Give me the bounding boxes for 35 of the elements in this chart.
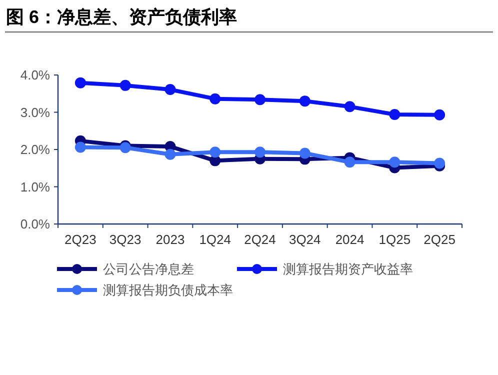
x-tick-label: 1Q24 [199, 232, 232, 247]
x-tick-label: 3Q23 [109, 232, 142, 247]
x-tick-label: 1Q25 [378, 232, 411, 247]
point [164, 84, 176, 96]
point [389, 156, 400, 168]
point [120, 80, 131, 91]
point [210, 93, 221, 104]
x-tick-label: 2Q23 [64, 232, 96, 247]
point [344, 156, 356, 168]
y-tick-label: 1.0% [20, 179, 50, 194]
point [299, 96, 310, 107]
legend-label: 公司公告净息差 [103, 262, 194, 277]
point [164, 148, 176, 160]
x-tick-label: 2Q25 [424, 232, 456, 247]
legend-label: 测算报告期资产收益率 [283, 262, 413, 277]
x-tick-label: 2Q24 [244, 232, 276, 247]
y-tick-label: 4.0% [20, 68, 50, 83]
point [434, 109, 446, 120]
x-tick-label: 2024 [335, 232, 364, 247]
point [254, 146, 266, 158]
point [210, 146, 221, 158]
y-tick-label: 2.0% [20, 142, 50, 158]
point [389, 108, 400, 120]
x-tick-label: 3Q24 [288, 232, 321, 247]
point [344, 101, 356, 112]
x-tick-label: 2023 [156, 232, 185, 247]
point [254, 94, 266, 106]
point [434, 158, 446, 169]
point [299, 148, 310, 159]
point [74, 142, 86, 153]
legend-label: 测算报告期负债成本率 [103, 282, 233, 298]
y-tick-label: 0.0% [20, 216, 50, 232]
y-tick-label: 3.0% [20, 104, 50, 120]
chart-title: 图 6：净息差、资产负债利率 [6, 7, 238, 27]
point [74, 77, 86, 88]
